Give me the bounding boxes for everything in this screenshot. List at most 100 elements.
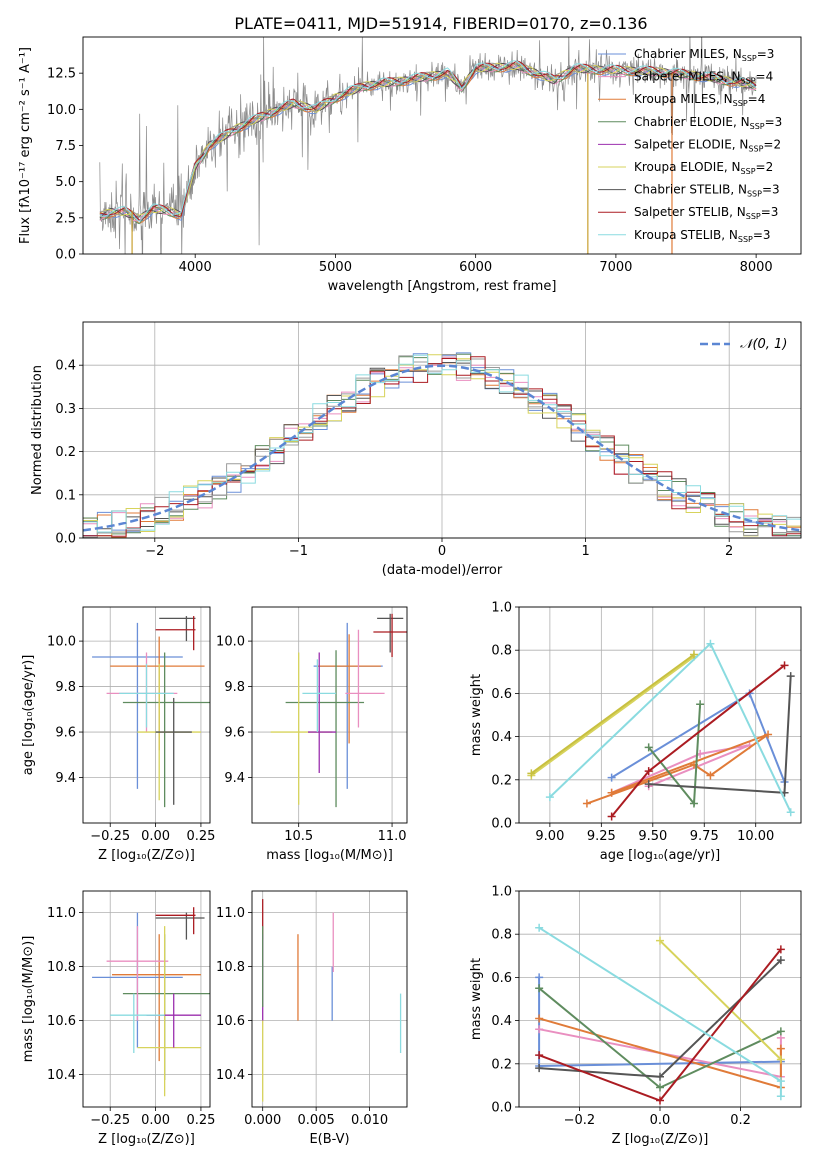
weight-marker	[656, 1083, 664, 1092]
legend-suffix: =3	[761, 205, 779, 219]
plot-area	[270, 613, 407, 808]
weight-marker	[582, 799, 591, 808]
x-tick-label: 9.25	[587, 829, 616, 844]
weight-marker	[656, 936, 664, 945]
x-tick-label: 10.00	[737, 829, 774, 844]
x-tick-label: 8000	[740, 260, 773, 275]
axes-frame	[82, 321, 802, 539]
weight-line	[549, 642, 792, 813]
x-axis-label: wavelength [Angstrom, rest frame]	[328, 279, 557, 294]
weight-marker	[689, 799, 698, 808]
plot-area	[535, 923, 785, 1105]
weight-marker	[706, 639, 715, 648]
x-tick-label: 9.00	[535, 829, 564, 844]
weight-marker	[786, 808, 795, 817]
x-axis-label: E(B-V)	[309, 1132, 349, 1147]
weight-marker	[535, 984, 544, 993]
weight-marker	[607, 812, 616, 821]
x-tick-label: 1	[581, 544, 589, 559]
weight-marker	[764, 730, 773, 739]
x-tick-label: 0.25	[186, 829, 215, 844]
legend-suffix: =4	[756, 70, 774, 84]
x-tick-label: 0.000	[244, 1113, 281, 1128]
y-axis-label: mass [log₁₀(M/M⊙)]	[21, 936, 36, 1063]
y-tick-label: 10.4	[47, 1068, 76, 1083]
x-axis-label: Z [log₁₀(Z/Z⊙)]	[98, 848, 195, 863]
weight-marker	[776, 1077, 785, 1086]
axes-frame	[82, 890, 211, 1108]
weight-marker	[776, 945, 785, 954]
weight-line	[647, 704, 702, 807]
y-tick-label: 1.0	[491, 601, 512, 616]
weight-marker	[776, 1092, 785, 1101]
legend: Chabrier MILES, NSSP=3 Salpeter MILES, N S…	[598, 47, 782, 244]
y-tick-label: 0.0	[55, 532, 76, 547]
legend-label: Salpeter MILES, N	[634, 70, 741, 84]
legend-subscript: SSP	[741, 167, 756, 176]
plot-area	[262, 899, 402, 1102]
weight-marker	[786, 672, 795, 681]
legend-label: Kroupa ELODIE, N	[634, 160, 741, 174]
legend-label: Kroupa MILES, N	[634, 92, 733, 106]
y-tick-label: 10.0	[47, 635, 76, 650]
x-tick-label: −0.25	[90, 829, 130, 844]
weight-marker	[535, 973, 544, 982]
axes-frame	[251, 606, 408, 824]
y-axis-label: mass weight	[469, 958, 484, 1040]
legend-suffix: =3	[765, 115, 783, 129]
weight-marker	[527, 769, 536, 778]
x-tick-label: −0.2	[564, 1113, 596, 1128]
weight-line	[659, 939, 782, 1061]
x-tick-label: 9.75	[690, 829, 719, 844]
plot-area	[99, 37, 757, 254]
y-tick-label: 2.5	[55, 211, 76, 226]
legend-subscript: SSP	[750, 122, 765, 131]
y-tick-label: 0.6	[491, 971, 512, 986]
legend-subscript: SSP	[747, 190, 762, 199]
y-tick-label: 0.4	[491, 1014, 512, 1029]
y-tick-label: 10.0	[47, 103, 76, 118]
y-tick-label: 0.1	[55, 488, 76, 503]
y-tick-label: 9.6	[55, 726, 76, 741]
x-tick-label: 7000	[599, 260, 632, 275]
legend-entry: Chabrier MILES, NSSP=3	[634, 47, 774, 63]
weight-marker	[706, 771, 715, 780]
weight-marker	[776, 956, 785, 965]
y-tick-label: 10.6	[216, 1014, 245, 1029]
x-tick-label: 4000	[179, 260, 212, 275]
y-tick-label: 0.3	[55, 402, 76, 417]
legend-subscript: SSP	[746, 212, 761, 221]
legend-label: Salpeter ELODIE, N	[634, 137, 748, 151]
weight-marker	[656, 1096, 664, 1105]
y-tick-label: 0.6	[491, 687, 512, 702]
y-tick-label: 11.0	[216, 906, 245, 921]
weight-marker	[644, 780, 653, 789]
model-spectrum-line	[99, 60, 757, 222]
y-tick-label: 0.0	[491, 1101, 512, 1116]
y-tick-label: 10.0	[216, 635, 245, 650]
y-tick-label: 9.8	[224, 680, 245, 695]
y-tick-label: 10.8	[216, 960, 245, 975]
y-tick-label: 10.8	[47, 960, 76, 975]
y-tick-label: 10.6	[47, 1014, 76, 1029]
gaussian-curve	[83, 364, 801, 532]
legend-entry: Chabrier ELODIE, NSSP=3	[634, 115, 782, 131]
y-tick-label: 0.2	[491, 773, 512, 788]
y-tick-label: 12.5	[47, 67, 76, 82]
legend-entry: Salpeter ELODIE, NSSP=2	[634, 137, 781, 153]
legend-subscript: SSP	[748, 144, 763, 153]
axes-frame	[518, 606, 802, 824]
x-tick-label: 0.25	[186, 1113, 215, 1128]
plots-container: 4000 5000 6000 7000 80000.02.55.07.510.012.5…	[18, 36, 802, 1147]
legend-entry: Salpeter STELIB, NSSP=3	[634, 205, 778, 221]
legend-entry: Kroupa STELIB, NSSP=3	[634, 228, 771, 244]
weight-marker	[644, 767, 653, 776]
legend-suffix: =4	[748, 92, 766, 106]
y-tick-label: 0.4	[55, 359, 76, 374]
axes-frame	[82, 606, 211, 824]
legend-suffix: =3	[762, 183, 780, 197]
axes-frame	[251, 890, 408, 1108]
x-axis-label: Z [log₁₀(Z/Z⊙)]	[98, 1132, 195, 1147]
weight-marker	[689, 650, 698, 659]
